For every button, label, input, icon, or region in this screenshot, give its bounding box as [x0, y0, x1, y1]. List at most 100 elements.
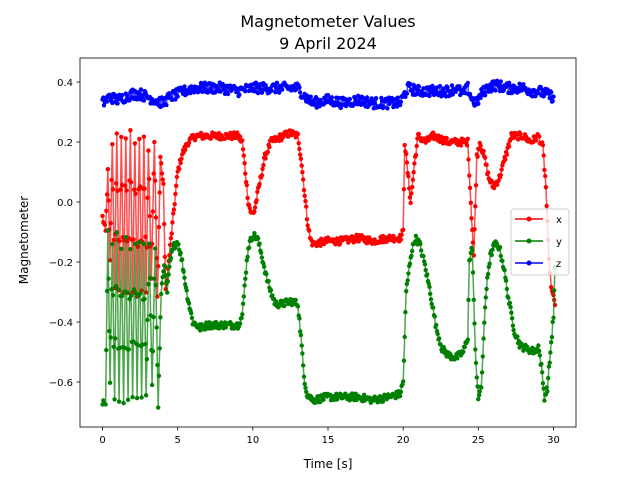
series-y-point [112, 397, 117, 402]
legend-label-z: z [556, 259, 561, 270]
series-y-point [549, 334, 555, 340]
series-x-point [305, 223, 310, 228]
series-z-point [125, 93, 130, 98]
series-z [100, 77, 556, 111]
series-z-point [243, 89, 248, 94]
series-y-point [471, 297, 476, 302]
series-y-point [497, 245, 503, 250]
series-x-point [411, 170, 416, 175]
series-y-point [142, 296, 147, 302]
series-y-point [428, 291, 433, 296]
series-y-point [550, 319, 555, 325]
series-y-point [128, 293, 134, 298]
series-y-point [413, 233, 419, 239]
series-y-point [509, 310, 514, 315]
series-y-point [404, 281, 410, 287]
series-y-point [293, 297, 298, 303]
series-y-point [241, 294, 246, 299]
series-z-point [431, 92, 437, 98]
series-y-point [137, 239, 142, 245]
series-y-point [237, 321, 243, 326]
series-x-point [444, 135, 449, 141]
series-y-point [304, 389, 309, 394]
series-x-point [473, 183, 479, 188]
series-x-point [504, 152, 510, 157]
series-x-point [162, 254, 168, 260]
series-x-point [137, 136, 142, 142]
series-y-point [137, 291, 143, 296]
series-y-point [419, 248, 424, 253]
series-z-point [437, 83, 443, 89]
series-x-point [484, 162, 489, 167]
series-y-point [547, 360, 552, 365]
series-y-point [477, 389, 482, 394]
series-x-point [252, 209, 257, 214]
series-x-point [297, 146, 302, 152]
series-y-point [503, 278, 509, 283]
series-y-point [461, 349, 466, 354]
series-z-point [175, 94, 180, 99]
series-x-point [300, 170, 305, 175]
series-x-point [299, 163, 304, 168]
series-y-point [144, 357, 150, 362]
series-y-point [405, 278, 410, 283]
series-x-point [337, 241, 343, 247]
series-y-point [410, 248, 415, 254]
series-y-point [108, 335, 114, 340]
series-y-point [261, 264, 267, 269]
series-z-point [280, 87, 285, 92]
series-x-point [303, 198, 308, 204]
series-y-point [159, 281, 165, 286]
series-x-point [237, 134, 243, 139]
series-y-point [124, 290, 129, 295]
series-x-point [113, 181, 119, 186]
y-tick-label: 0.4 [57, 78, 73, 89]
series-y-point [470, 270, 476, 275]
series-x-point [145, 195, 150, 200]
series-z-point [351, 102, 356, 108]
series-y-point [544, 385, 549, 390]
series-y-point [153, 246, 158, 251]
series-y-point [537, 353, 543, 358]
series-y-point [268, 288, 274, 293]
series-y-point [128, 246, 133, 252]
series-z-point [414, 91, 419, 97]
series-x-point [298, 156, 304, 161]
series-x-point [141, 134, 147, 139]
series-x-point [152, 139, 157, 145]
series-z-point [168, 91, 173, 96]
series-x-point [105, 167, 111, 172]
series-y-point [216, 326, 222, 331]
series-x-point [482, 155, 488, 160]
series-y-point [143, 393, 149, 398]
series-x-point [174, 174, 180, 180]
series-y-point [106, 276, 111, 281]
series-y-point [166, 272, 171, 277]
series-x-point [111, 237, 117, 243]
series-z-point [269, 88, 274, 93]
series-x-point [156, 264, 161, 269]
series-x-point [540, 143, 546, 148]
series-y-point [244, 258, 249, 263]
series-x-point [414, 143, 419, 149]
series-y-point [109, 287, 114, 292]
series-x-point [485, 170, 491, 175]
series-z-point [551, 94, 556, 99]
series-y-point [270, 293, 275, 298]
series-x-point [179, 156, 184, 161]
series-x-point [391, 233, 396, 239]
x-tick-label: 10 [246, 435, 259, 446]
series-y-point [143, 342, 148, 347]
y-tick-label: −0.4 [49, 318, 73, 329]
series-x-point [110, 142, 115, 147]
series-z-point [465, 80, 470, 86]
series-x-point [518, 131, 523, 137]
series-y-point [537, 348, 542, 354]
series-z-point [182, 84, 187, 89]
series-y-point [545, 389, 550, 394]
series-z-point [372, 101, 377, 106]
series-y-point [239, 315, 244, 321]
series-y-point [116, 399, 122, 404]
series-y-point [273, 299, 279, 304]
